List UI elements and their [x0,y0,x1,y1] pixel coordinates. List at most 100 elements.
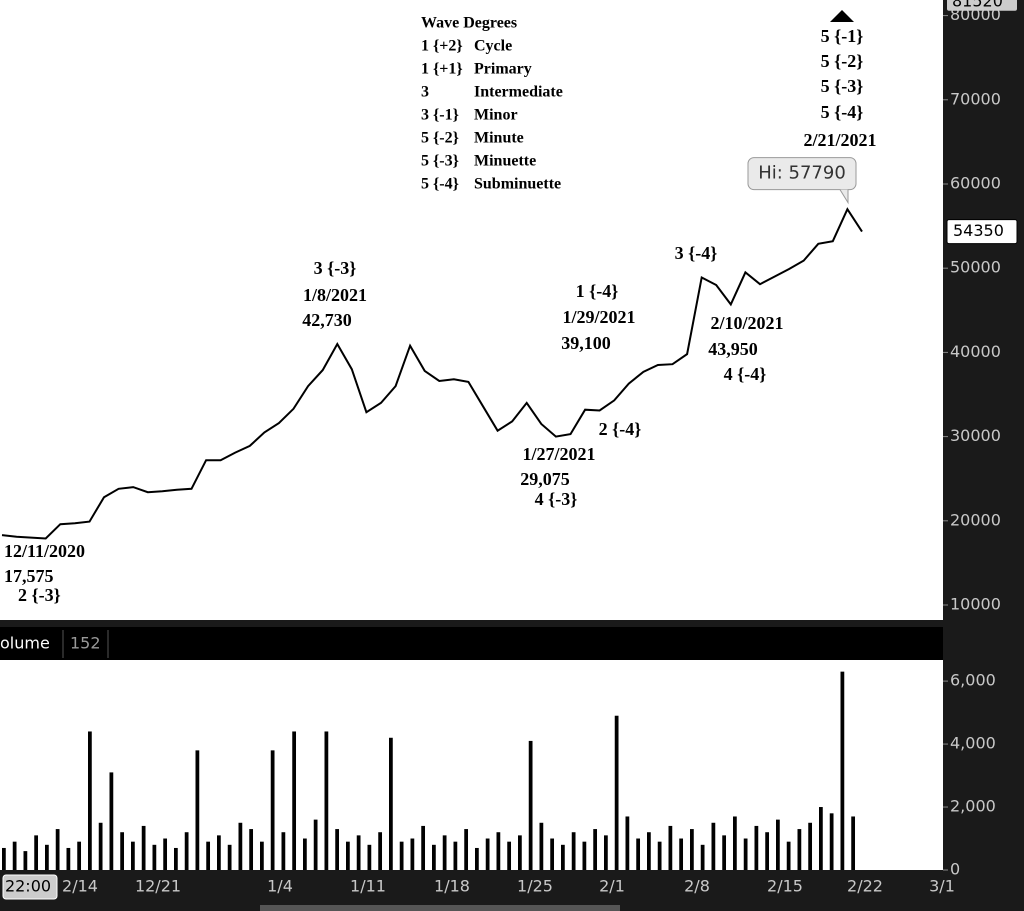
wave-annotation: 3 {-3} [314,258,357,278]
legend-name: Subminuette [474,176,561,193]
x-tick-label: 2/15 [767,877,803,896]
volume-bar [776,819,780,870]
volume-bar [625,816,630,870]
volume-bar [324,731,329,870]
volume-bar [453,841,458,870]
volume-bar [249,829,254,870]
volume-bar [367,844,372,870]
y-tick-label: 30000 [950,426,1001,445]
wave-annotation: 43,950 [708,339,758,359]
volume-bar [292,731,297,870]
wave-annotation: 5 {-3} [821,76,864,96]
volume-bar [410,838,415,870]
volume-bar [55,829,60,870]
volume-bar [313,819,318,870]
legend-name: Primary [474,61,532,78]
volume-bar [335,829,340,870]
volume-bar [657,841,662,870]
volume-bar [711,822,716,870]
legend-code: 1 {+1} [421,61,463,78]
volume-bar [593,829,598,870]
volume-bar [163,838,168,870]
volume-bar [432,844,436,870]
volume-bar [668,825,673,870]
volume-bar [109,772,114,870]
wave-annotation: 39,100 [561,333,611,353]
volume-bar [238,822,243,870]
legend-name: Minute [474,130,524,147]
legend-code: 3 {-1} [421,107,459,124]
volume-bar [550,838,555,870]
volume-bar [281,832,286,870]
x-tick-label: 1/18 [434,877,470,896]
wave-annotation: 2 {-3} [18,585,61,605]
x-tick-label: 12/21 [135,877,181,896]
wave-annotation: 2/21/2021 [803,130,876,150]
volume-bar [45,844,49,870]
volume-title: olume [0,634,50,653]
y-tick-label: 50000 [950,258,1001,277]
y-tick-label: 6,000 [950,671,996,690]
volume-bar [356,835,361,870]
volume-bar [765,832,770,870]
x-tick-label: 1/25 [517,877,553,896]
volume-bar [421,825,426,870]
volume-bar [303,838,307,870]
volume-bar [690,829,694,870]
volume-bar [636,838,641,870]
volume-bar [819,807,823,870]
volume-bar [507,841,512,870]
volume-bar [66,847,71,870]
wave-annotation: 5 {-1} [821,26,864,46]
last-price-box [946,219,1018,245]
volume-bar [98,822,103,870]
volume-bar [733,816,737,870]
volume-pane [0,660,943,870]
top-value: 81520 [952,0,1003,10]
legend-name: Cycle [474,38,512,55]
volume-bar [442,835,447,870]
volume-bar [700,844,705,870]
volume-bar [2,847,6,870]
legend-code: 5 {-3} [421,153,459,170]
price-line [1,207,863,540]
volume-bar [464,829,469,870]
volume-bar [829,813,834,870]
wave-annotation: 5 {-4} [821,102,864,122]
volume-bar [184,832,189,870]
wave-annotation: 4 {-4} [724,364,767,384]
high-marker [830,10,854,22]
volume-bar [131,841,135,870]
volume-bar [582,841,587,870]
x-tick-label: 1/11 [350,877,386,896]
volume-bar [722,835,727,870]
last-price: 54350 [953,221,1004,240]
x-tick-label: 2/14 [62,877,98,896]
volume-bar [539,822,544,870]
x-tick-label: 3/1 [929,877,955,896]
wave-annotation: 12/11/2020 [4,541,85,561]
wave-annotation: 29,075 [520,469,570,489]
x-tick-label: 22:00 [5,877,51,896]
volume-bar [120,832,125,870]
volume-bar [518,835,522,870]
volume-bar [399,841,404,870]
volume-bar [195,750,200,870]
volume-bar [217,835,221,870]
y-tick-label: 2,000 [950,797,996,816]
legend-name: Minor [474,107,518,124]
top-value-box [947,0,1017,11]
volume-value: 152 [70,634,101,653]
volume-bar [743,838,748,870]
legend-name: Minuette [474,153,536,170]
volume-bar [475,847,479,870]
legend-code: 3 [421,84,429,101]
volume-bar [528,740,533,870]
x-tick-label: 2/1 [599,877,625,896]
y-tick-label: 20000 [950,510,1001,529]
volume-header [0,627,943,660]
y-tick-label: 0 [950,860,960,879]
volume-bar [389,737,393,870]
volume-bar [378,832,383,870]
